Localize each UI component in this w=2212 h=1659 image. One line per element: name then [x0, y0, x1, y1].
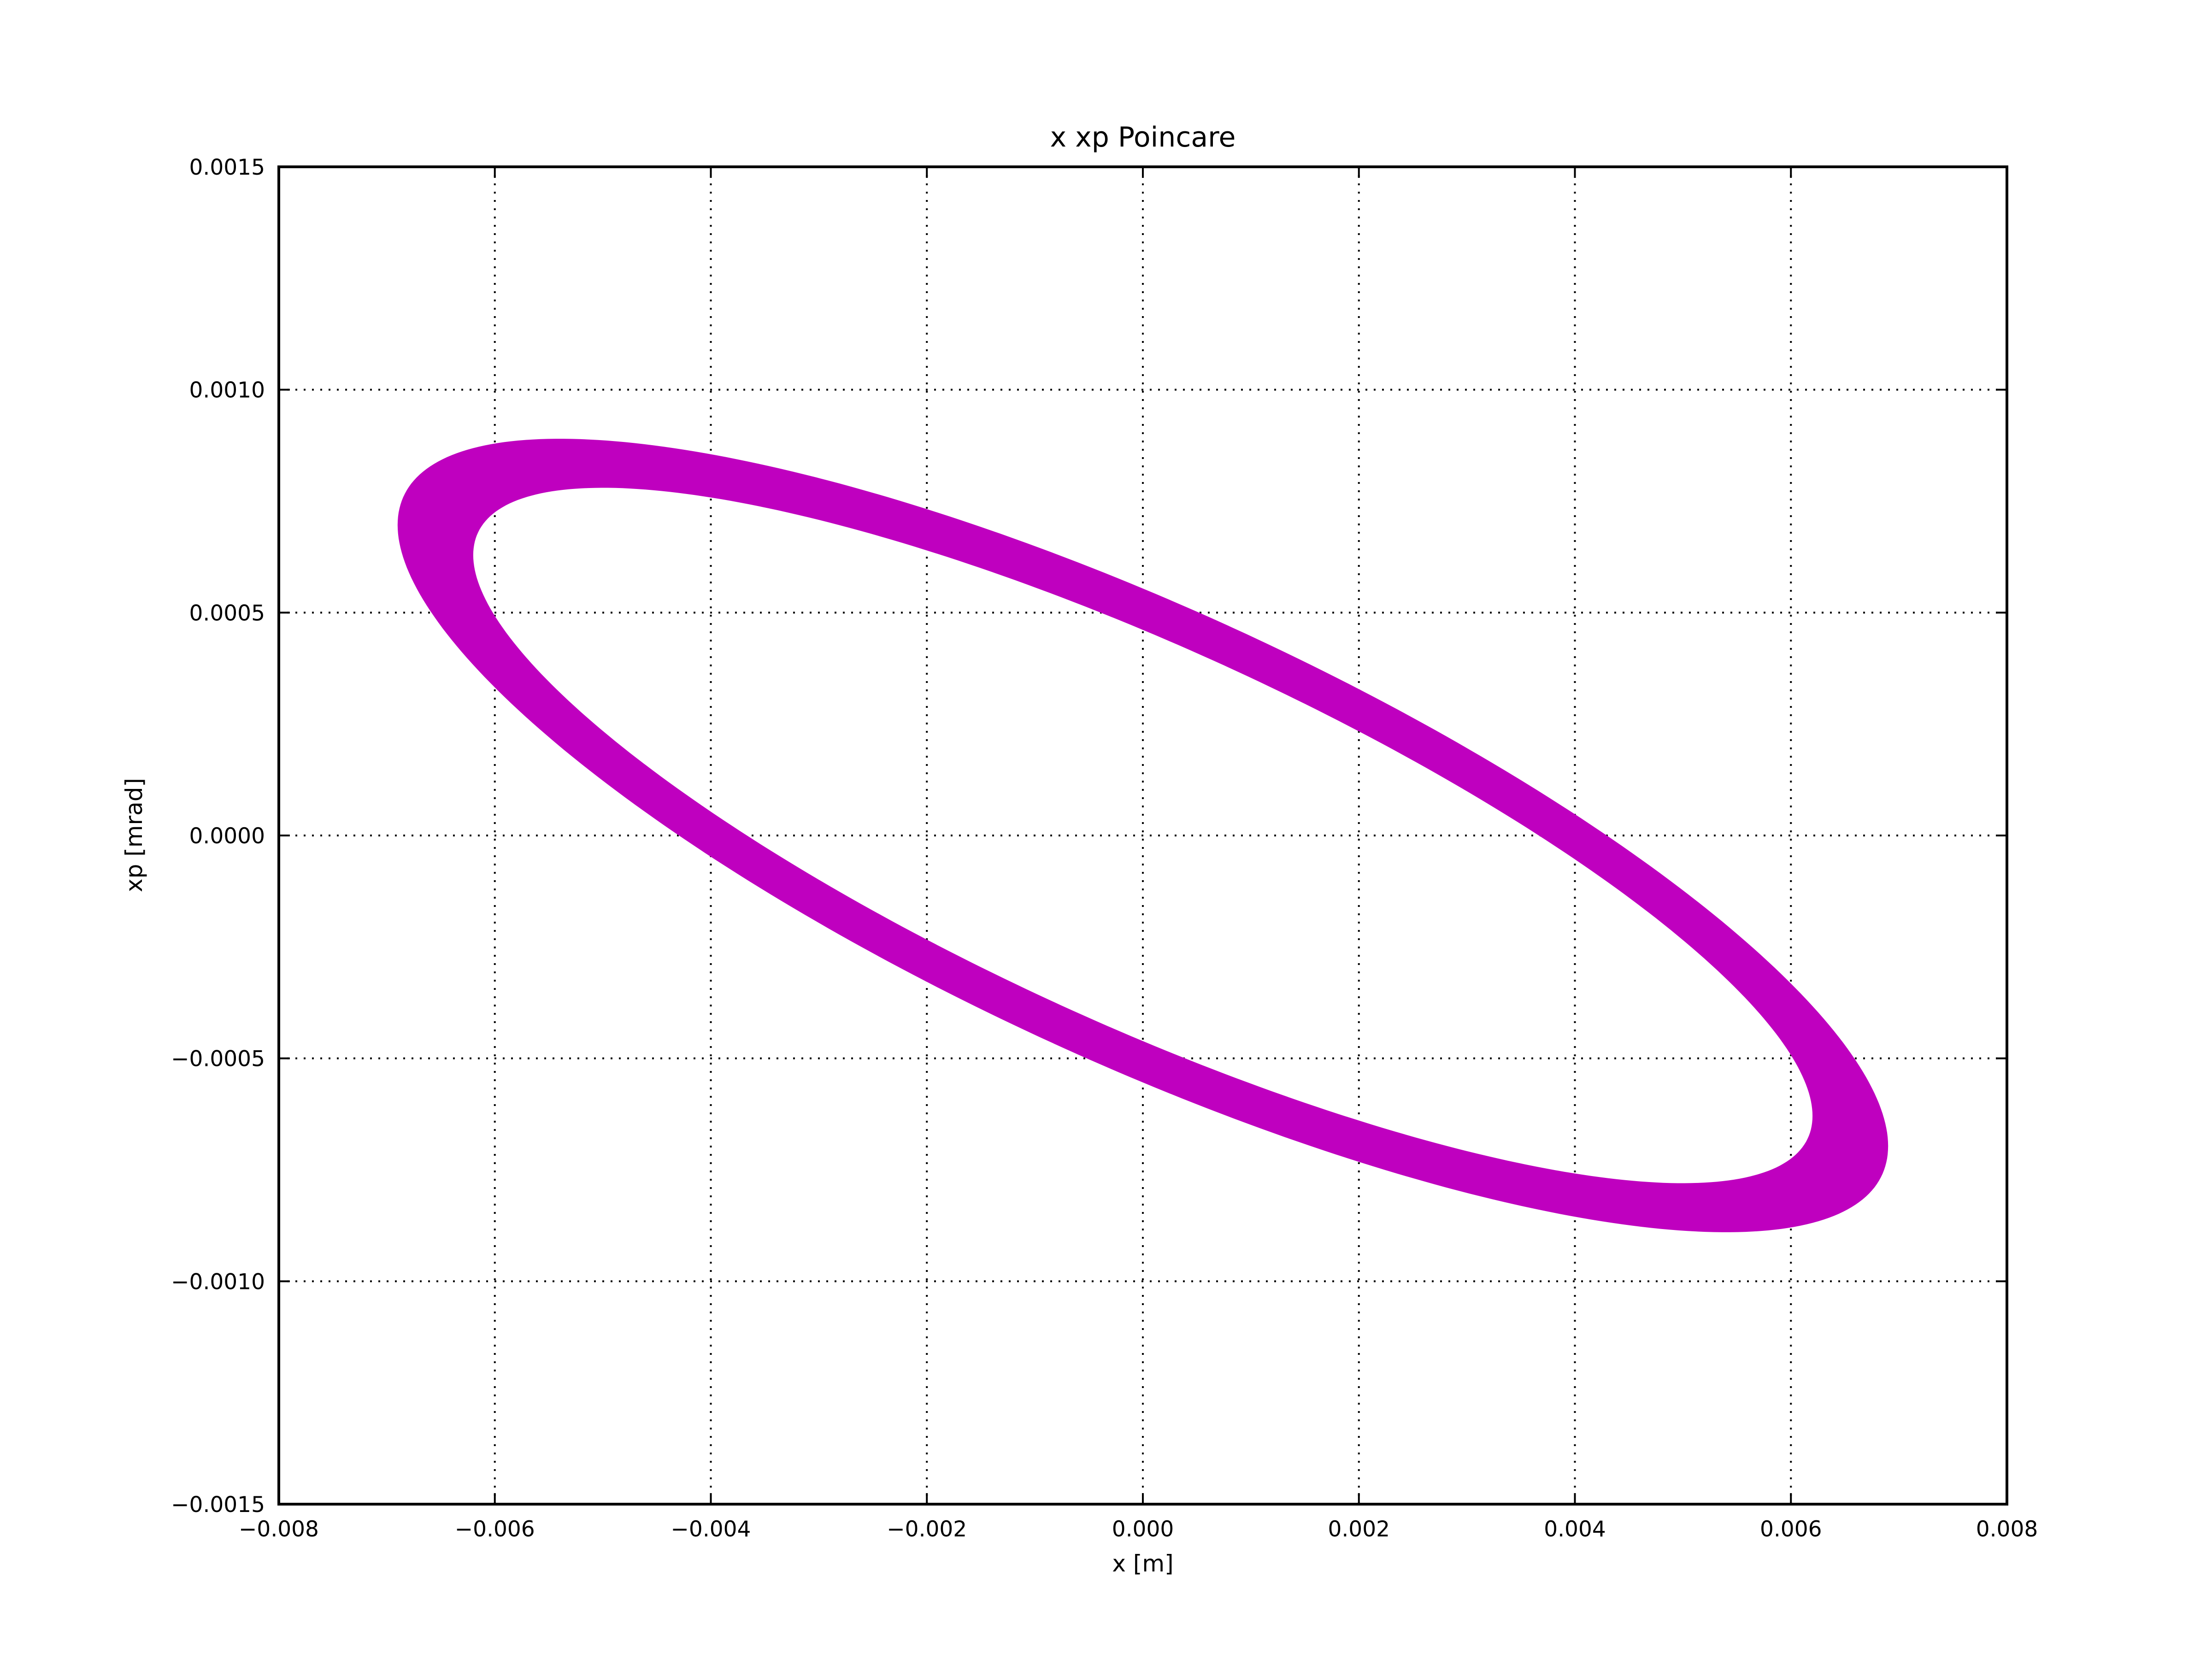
data-layer: [397, 439, 1888, 1232]
y-tick-label: 0.0010: [189, 378, 265, 403]
x-tick-label: 0.002: [1328, 1517, 1390, 1542]
plot-frame: [277, 165, 2008, 1506]
x-tick-label: −0.004: [671, 1517, 751, 1542]
y-axis-label: xp [mrad]: [121, 778, 147, 892]
poincare-ring-series: [397, 439, 1888, 1232]
x-tick-label: −0.002: [887, 1517, 967, 1542]
x-tick-label: 0.000: [1112, 1517, 1174, 1542]
y-tick-label: 0.0015: [189, 155, 265, 180]
y-tick-label: 0.0000: [189, 824, 265, 849]
y-tick-label: −0.0005: [171, 1047, 265, 1072]
ticks: −0.008 −0.006 −0.004 −0.002 0.000 0.002 0.004 0…: [171, 155, 2038, 1542]
x-tick-label: 0.006: [1760, 1517, 1822, 1542]
x-tick-label: 0.004: [1544, 1517, 1606, 1542]
y-tick-label: −0.0010: [171, 1269, 265, 1294]
chart-title: x xp Poincare: [1050, 121, 1236, 153]
y-tick-label: −0.0015: [171, 1492, 265, 1518]
x-tick-label: 0.008: [1976, 1517, 2038, 1542]
x-axis-label: x [m]: [1112, 1550, 1173, 1577]
y-tick-label: 0.0005: [189, 600, 265, 626]
x-tick-label: −0.006: [455, 1517, 535, 1542]
x-tick-label: −0.008: [239, 1517, 319, 1542]
